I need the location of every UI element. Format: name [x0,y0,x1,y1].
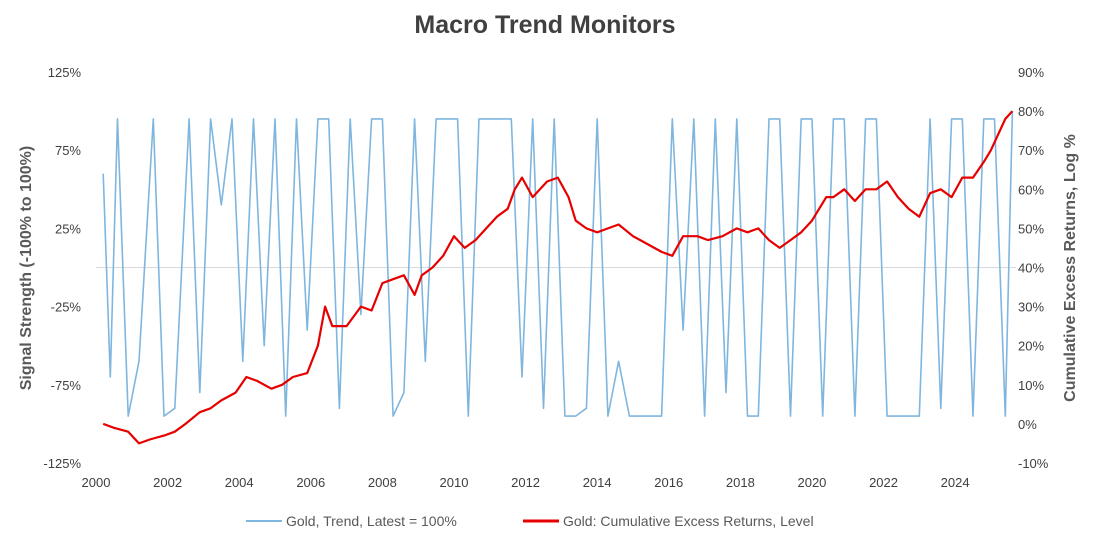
x-tick-label: 2018 [726,475,755,490]
chart-title: Macro Trend Monitors [414,11,675,39]
y-right-axis-ticks: 90% 80% 70% 60% 50% 40% 30% 20% 10% 0% -10% [1018,65,1049,471]
y-left-tick-label: -125% [43,456,81,471]
series-line-gold-cumulative-returns [102,110,1014,445]
x-axis-ticks: 2000 2002 2004 2006 2008 2010 2012 2014 2016 2018… [82,475,970,490]
x-tick-label: 2000 [82,475,111,490]
y-right-tick-label: 70% [1018,143,1044,158]
plot-area [96,110,1016,445]
y-left-axis-ticks: 125% 75% 25% -25% -75% -125% [43,65,81,471]
x-tick-label: 2020 [797,475,826,490]
y-left-tick-label: 125% [48,65,82,80]
y-left-tick-label: -75% [51,378,82,393]
y-right-tick-label: 80% [1018,104,1044,119]
y-left-tick-label: 25% [55,221,81,236]
legend: Gold, Trend, Latest = 100% Gold: Cumulat… [246,513,814,529]
y-right-tick-label: 50% [1018,221,1044,236]
x-tick-label: 2010 [440,475,469,490]
y-right-axis-title: Cumulative Excess Returns, Log % [1062,134,1079,402]
x-tick-label: 2004 [225,475,254,490]
legend-label-returns: Gold: Cumulative Excess Returns, Level [563,513,814,529]
x-tick-label: 2024 [941,475,970,490]
y-right-tick-label: 0% [1018,417,1037,432]
x-tick-label: 2002 [153,475,182,490]
y-right-tick-label: 20% [1018,339,1044,354]
y-right-tick-label: 90% [1018,65,1044,80]
x-tick-label: 2006 [296,475,325,490]
y-right-tick-label: 60% [1018,182,1044,197]
y-left-tick-label: -25% [51,300,82,315]
x-tick-label: 2022 [869,475,898,490]
y-right-tick-label: 40% [1018,261,1044,276]
x-tick-label: 2016 [654,475,683,490]
y-right-tick-label: 30% [1018,300,1044,315]
x-tick-label: 2012 [511,475,540,490]
x-tick-label: 2014 [583,475,612,490]
series-line-gold-trend [102,111,1014,417]
x-tick-label: 2008 [368,475,397,490]
y-left-tick-label: 75% [55,143,81,158]
legend-label-trend: Gold, Trend, Latest = 100% [286,513,457,529]
y-right-tick-label: -10% [1018,456,1049,471]
y-right-tick-label: 10% [1018,378,1044,393]
y-left-axis-title: Signal Strength (-100% to 100%) [18,146,35,391]
